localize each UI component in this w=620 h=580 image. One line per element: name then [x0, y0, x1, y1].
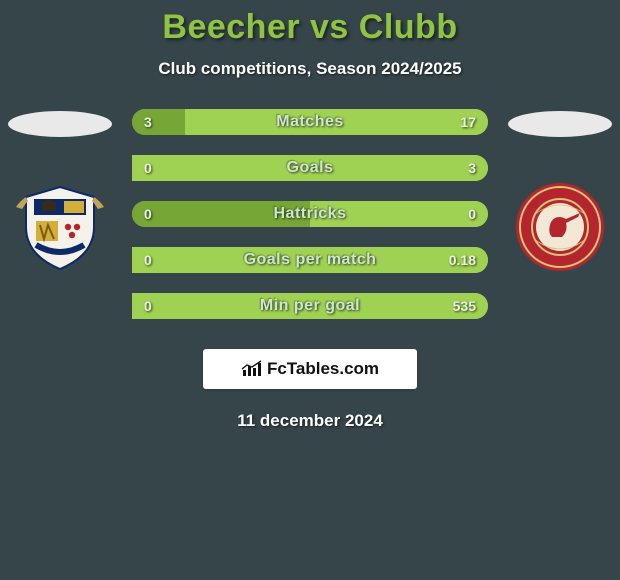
- stat-value-left: 0: [144, 160, 152, 176]
- stat-value-right: 0.18: [449, 252, 476, 268]
- stat-value-left: 0: [144, 252, 152, 268]
- stat-bars: 3 17 Matches 0 3 Goals 0 0 Hattricks 0 0.18 Goals p…: [120, 109, 500, 319]
- stat-value-left: 3: [144, 114, 152, 130]
- stat-value-right: 535: [453, 298, 476, 314]
- comparison-infographic: Beecher vs Clubb Club competitions, Seas…: [0, 0, 620, 580]
- stat-label: Matches: [276, 113, 344, 131]
- stat-bar: 0 3 Goals: [132, 155, 488, 181]
- chart-icon: [241, 360, 263, 378]
- page-subtitle: Club competitions, Season 2024/2025: [158, 59, 461, 79]
- brand-badge[interactable]: FcTables.com: [203, 349, 417, 389]
- stat-bar: 3 17 Matches: [132, 109, 488, 135]
- stat-label: Goals: [287, 159, 334, 177]
- stat-value-right: 3: [468, 160, 476, 176]
- shield-crest-icon: [14, 181, 106, 273]
- player-silhouette-right: [508, 111, 612, 137]
- stat-value-right: 0: [468, 206, 476, 222]
- stat-value-left: 0: [144, 298, 152, 314]
- round-crest-icon: [514, 181, 606, 273]
- stat-value-right: 17: [460, 114, 476, 130]
- page-title: Beecher vs Clubb: [162, 8, 457, 47]
- stat-label: Hattricks: [274, 205, 347, 223]
- stat-bar: 0 535 Min per goal: [132, 293, 488, 319]
- team-crest-right: [514, 181, 606, 273]
- team-crest-left: [14, 181, 106, 273]
- stat-value-left: 0: [144, 206, 152, 222]
- stat-label: Goals per match: [244, 251, 377, 269]
- date-label: 11 december 2024: [237, 411, 383, 431]
- brand-text: FcTables.com: [267, 359, 379, 379]
- stat-bar: 0 0.18 Goals per match: [132, 247, 488, 273]
- stat-bar: 0 0 Hattricks: [132, 201, 488, 227]
- stat-label: Min per goal: [260, 297, 360, 315]
- right-player-column: [500, 109, 620, 273]
- bar-fill-left: [132, 109, 185, 135]
- player-silhouette-left: [8, 111, 112, 137]
- comparison-body: 3 17 Matches 0 3 Goals 0 0 Hattricks 0 0.18 Goals p…: [0, 109, 620, 319]
- left-player-column: [0, 109, 120, 273]
